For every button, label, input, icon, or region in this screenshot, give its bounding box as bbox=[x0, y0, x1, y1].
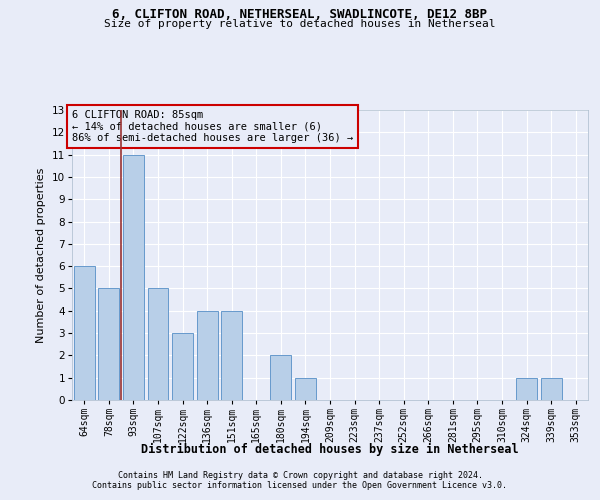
Y-axis label: Number of detached properties: Number of detached properties bbox=[36, 168, 46, 342]
Bar bbox=[74, 266, 95, 400]
Text: Contains public sector information licensed under the Open Government Licence v3: Contains public sector information licen… bbox=[92, 481, 508, 490]
Bar bbox=[197, 311, 218, 400]
Bar bbox=[221, 311, 242, 400]
Text: 6 CLIFTON ROAD: 85sqm
← 14% of detached houses are smaller (6)
86% of semi-detac: 6 CLIFTON ROAD: 85sqm ← 14% of detached … bbox=[72, 110, 353, 143]
Bar bbox=[295, 378, 316, 400]
Text: Contains HM Land Registry data © Crown copyright and database right 2024.: Contains HM Land Registry data © Crown c… bbox=[118, 471, 482, 480]
Bar bbox=[148, 288, 169, 400]
Bar bbox=[172, 333, 193, 400]
Text: Distribution of detached houses by size in Netherseal: Distribution of detached houses by size … bbox=[141, 442, 519, 456]
Bar bbox=[98, 288, 119, 400]
Text: 6, CLIFTON ROAD, NETHERSEAL, SWADLINCOTE, DE12 8BP: 6, CLIFTON ROAD, NETHERSEAL, SWADLINCOTE… bbox=[113, 8, 487, 20]
Bar bbox=[541, 378, 562, 400]
Bar bbox=[271, 356, 292, 400]
Bar bbox=[516, 378, 537, 400]
Bar bbox=[123, 154, 144, 400]
Text: Size of property relative to detached houses in Netherseal: Size of property relative to detached ho… bbox=[104, 19, 496, 29]
